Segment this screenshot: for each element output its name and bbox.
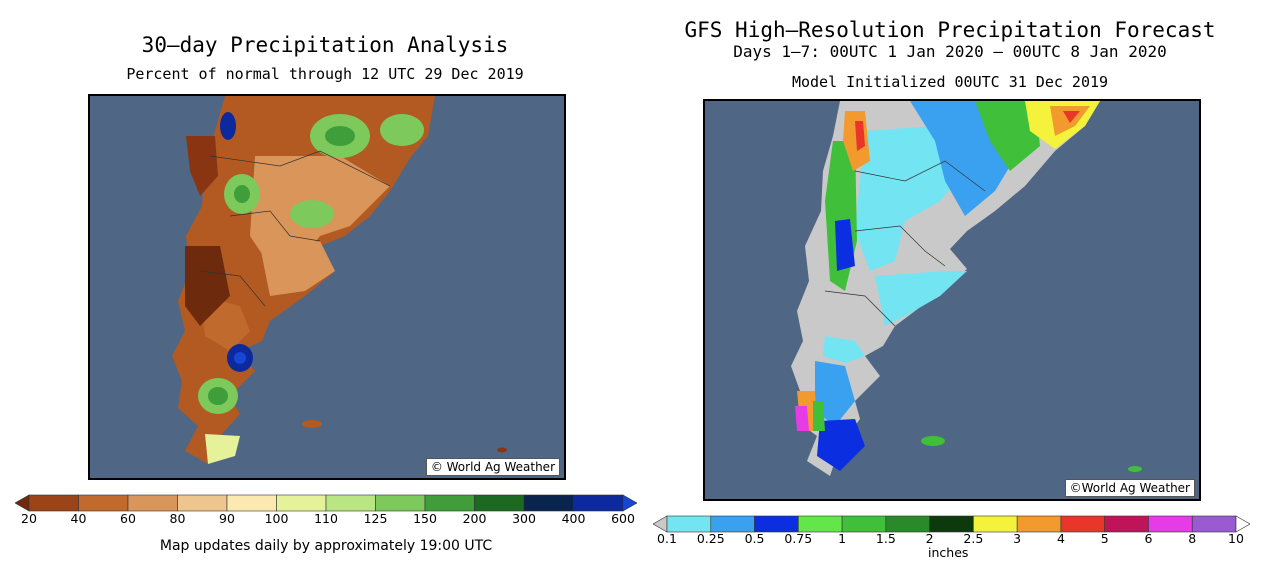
right-map-init-line: Model Initialized 00UTC 31 Dec 2019	[791, 73, 1109, 91]
left-map-title: 30–day Precipitation Analysis	[141, 33, 509, 57]
left-legend-labels: 20 40 60 80 90 100 110 125 150 200 300 400 600	[0, 511, 650, 527]
legend-tick-label: 0.1	[657, 531, 677, 546]
legend-swatch	[127, 494, 178, 512]
left-legend-bar	[14, 494, 638, 512]
right-map-title: GFS High–Resolution Precipitation Foreca…	[684, 18, 1216, 42]
legend-swatch	[14, 494, 30, 512]
legend-tick-label: 110	[314, 511, 338, 526]
legend-swatch	[177, 494, 228, 512]
legend-swatch	[375, 494, 426, 512]
legend-tick-label: 10	[1228, 531, 1244, 546]
legend-swatch	[226, 494, 277, 512]
legend-tick-label: 4	[1056, 531, 1065, 546]
legend-tick-label: 0.75	[784, 531, 813, 546]
legend-swatch	[424, 494, 475, 512]
legend-tick-label: 0.25	[696, 531, 725, 546]
right-map-panel: GFS High–Resolution Precipitation Foreca…	[650, 0, 1288, 580]
right-legend-bar	[652, 515, 1251, 533]
legend-swatch	[28, 494, 79, 512]
legend-swatch	[1235, 515, 1251, 533]
legend-swatch	[474, 494, 525, 512]
legend-swatch	[754, 515, 799, 533]
legend-tick-label: 60	[120, 511, 136, 526]
legend-tick-label: 40	[70, 511, 87, 526]
left-map-subtitle: Percent of normal through 12 UTC 29 Dec …	[126, 65, 524, 83]
legend-tick-label: 8	[1188, 531, 1197, 546]
legend-tick-label: 3	[1013, 531, 1022, 546]
legend-swatch	[1148, 515, 1193, 533]
legend-tick-label: 0.5	[744, 531, 765, 546]
right-legend-units: inches	[928, 545, 969, 560]
legend-tick-label: 300	[512, 511, 536, 526]
left-legend	[14, 493, 638, 513]
legend-tick-label: 200	[462, 511, 487, 526]
legend-tick-label: 100	[264, 511, 289, 526]
legend-tick-label: 80	[169, 511, 186, 526]
legend-swatch	[1060, 515, 1105, 533]
legend-swatch	[929, 515, 974, 533]
right-map-drawing	[705, 101, 1199, 499]
legend-swatch	[523, 494, 574, 512]
left-map-panel: 30–day Precipitation Analysis Percent of…	[0, 33, 650, 554]
legend-tick-label: 2	[925, 531, 934, 546]
left-map-credit: © World Ag Weather	[425, 458, 560, 476]
legend-tick-label: 600	[611, 511, 635, 526]
legend-swatch	[710, 515, 755, 533]
legend-swatch	[885, 515, 930, 533]
legend-tick-label: 20	[21, 511, 37, 526]
legend-tick-label: 2.5	[963, 531, 984, 546]
left-map: © World Ag Weather	[88, 94, 566, 480]
right-legend	[652, 514, 1251, 534]
legend-swatch	[666, 515, 712, 533]
left-map-footer: Map updates daily by approximately 19:00…	[159, 538, 493, 554]
legend-swatch	[573, 494, 624, 512]
legend-swatch	[325, 494, 376, 512]
legend-tick-label: 125	[363, 511, 388, 526]
legend-tick-label: 400	[561, 511, 586, 526]
right-legend-labels: 0.1 0.25 0.5 0.75 1 1.5 2 2.5 3 4 5 6 8 10	[650, 531, 1288, 547]
legend-swatch	[622, 494, 638, 512]
left-map-drawing	[90, 96, 564, 478]
legend-tick-label: 90	[219, 511, 235, 526]
legend-swatch	[78, 494, 129, 512]
legend-swatch	[1191, 515, 1237, 533]
legend-tick-label: 1.5	[875, 531, 896, 546]
right-map: ©World Ag Weather	[703, 99, 1201, 501]
legend-swatch	[973, 515, 1018, 533]
legend-swatch	[1016, 515, 1062, 533]
legend-swatch	[798, 515, 843, 533]
legend-tick-label: 6	[1144, 531, 1153, 546]
legend-swatch	[1104, 515, 1149, 533]
legend-swatch	[841, 515, 887, 533]
right-map-credit: ©World Ag Weather	[1064, 479, 1195, 497]
right-map-subtitle: Days 1–7: 00UTC 1 Jan 2020 – 00UTC 8 Jan…	[733, 42, 1167, 61]
legend-tick-label: 150	[413, 511, 437, 526]
legend-tick-label: 1	[838, 531, 847, 546]
legend-swatch	[652, 515, 668, 533]
legend-tick-label: 5	[1100, 531, 1109, 546]
legend-swatch	[276, 494, 327, 512]
